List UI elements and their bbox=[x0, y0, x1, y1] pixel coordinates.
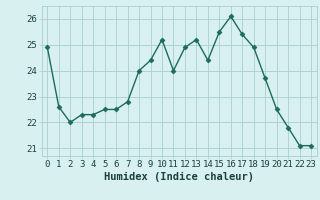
X-axis label: Humidex (Indice chaleur): Humidex (Indice chaleur) bbox=[104, 172, 254, 182]
